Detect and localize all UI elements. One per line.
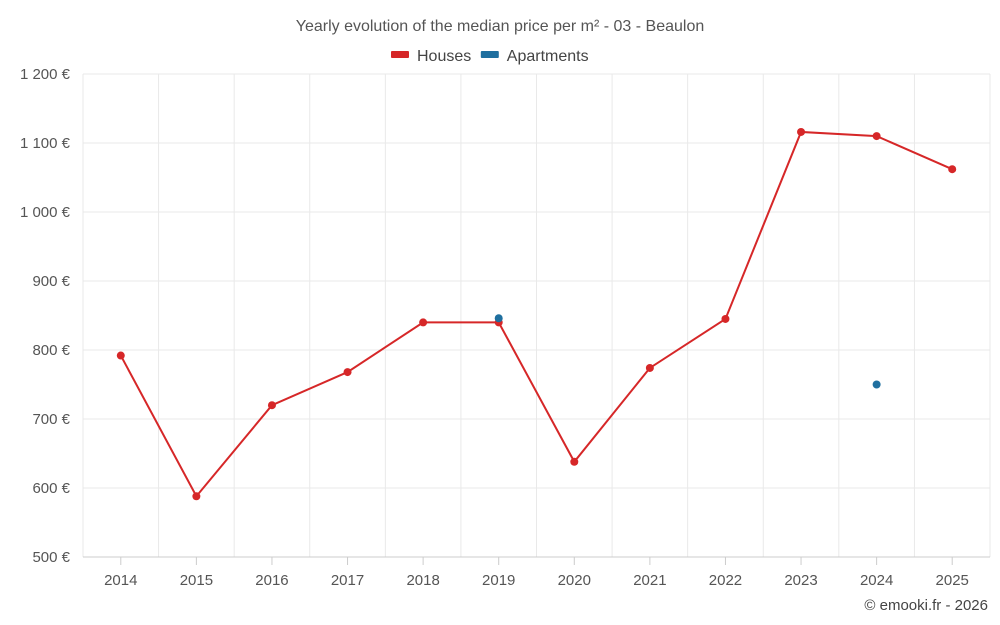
houses-point[interactable] — [267, 401, 276, 410]
legend-label-houses: Houses — [417, 48, 471, 65]
y-tick-label: 1 000 € — [20, 204, 71, 221]
houses-point[interactable] — [721, 314, 730, 323]
legend-item-houses[interactable]: Houses — [391, 48, 471, 65]
houses-point[interactable] — [419, 318, 428, 327]
legend: Houses Apartments — [391, 48, 589, 65]
houses-point[interactable] — [570, 457, 579, 466]
y-tick-label: 600 € — [32, 480, 70, 497]
x-tick-label: 2015 — [180, 572, 213, 589]
x-tick-label: 2017 — [331, 572, 364, 589]
x-tick-label: 2016 — [255, 572, 288, 589]
y-tick-label: 800 € — [32, 342, 70, 359]
series — [116, 127, 957, 501]
houses-point[interactable] — [343, 368, 352, 377]
x-axis-ticks: 2014 2015 2016 2017 2018 2019 2020 2021 2022 2023… — [104, 557, 969, 589]
x-tick-label: 2019 — [482, 572, 515, 589]
houses-point[interactable] — [192, 492, 201, 501]
y-tick-label: 1 200 € — [20, 66, 71, 83]
x-tick-label: 2023 — [784, 572, 817, 589]
houses-point[interactable] — [797, 127, 806, 136]
houses-point[interactable] — [645, 363, 654, 372]
x-tick-label: 2024 — [860, 572, 893, 589]
legend-swatch-houses — [391, 51, 409, 58]
legend-swatch-apartments — [480, 51, 499, 58]
apartments-point[interactable] — [494, 314, 503, 323]
houses-point[interactable] — [948, 165, 957, 174]
x-tick-label: 2020 — [558, 572, 591, 589]
x-tick-label: 2014 — [104, 572, 137, 589]
y-axis-ticks: 500 € 600 € 700 € 800 € 900 € 1 000 € 1 100 € 1… — [20, 66, 71, 566]
y-tick-label: 500 € — [32, 549, 70, 566]
apartments-point[interactable] — [872, 380, 881, 389]
houses-series — [116, 127, 957, 501]
credit-text: © emooki.fr - 2026 — [864, 597, 988, 614]
x-tick-label: 2021 — [633, 572, 666, 589]
x-tick-label: 2018 — [406, 572, 439, 589]
grid — [82, 73, 991, 557]
chart-title: Yearly evolution of the median price per… — [296, 18, 705, 35]
legend-label-apartments: Apartments — [507, 48, 589, 65]
apartments-series — [494, 314, 881, 389]
houses-point[interactable] — [872, 132, 881, 141]
y-tick-label: 700 € — [32, 411, 70, 428]
y-tick-label: 1 100 € — [20, 135, 71, 152]
y-tick-label: 900 € — [32, 273, 70, 290]
x-tick-label: 2025 — [936, 572, 969, 589]
x-tick-label: 2022 — [709, 572, 742, 589]
houses-line — [119, 130, 953, 499]
houses-point[interactable] — [116, 351, 125, 360]
legend-item-apartments[interactable]: Apartments — [480, 48, 589, 65]
